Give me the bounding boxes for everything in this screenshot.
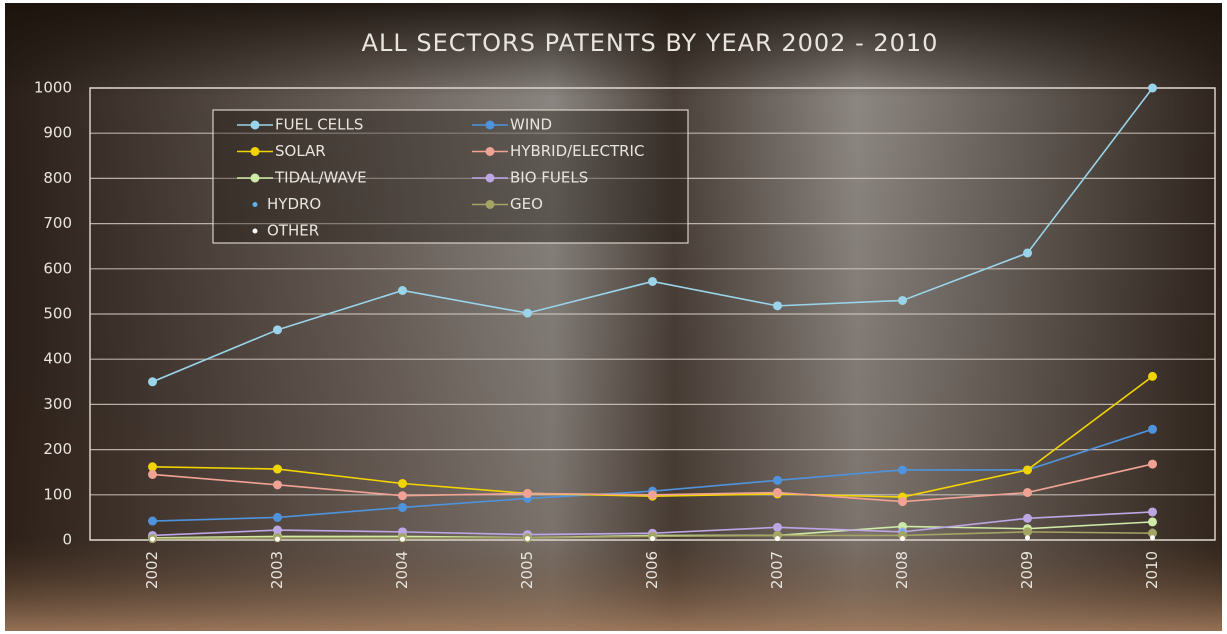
- legend-label: SOLAR: [275, 142, 326, 160]
- data-point: [273, 325, 282, 335]
- legend-marker: [485, 120, 495, 130]
- chart-title: ALL SECTORS PATENTS BY YEAR 2002 - 2010: [362, 29, 939, 57]
- y-tick-label: 500: [43, 305, 72, 323]
- legend-label: TIDAL/WAVE: [274, 169, 367, 187]
- x-tick-label: 2005: [518, 551, 536, 589]
- data-point: [1148, 83, 1157, 93]
- y-tick-label: 100: [43, 485, 72, 503]
- data-point: [273, 525, 282, 535]
- legend-label: WIND: [510, 116, 552, 134]
- y-tick-label: 900: [43, 124, 72, 142]
- data-point: [773, 301, 782, 311]
- data-point: [648, 276, 657, 286]
- data-point: [400, 536, 405, 542]
- legend-label: FUEL CELLS: [275, 116, 363, 134]
- legend-marker: [252, 202, 258, 207]
- data-point: [525, 536, 530, 542]
- data-point: [148, 377, 157, 387]
- x-tick-label: 2009: [1018, 551, 1036, 589]
- data-point: [398, 285, 407, 295]
- x-tick-label: 2004: [393, 551, 411, 589]
- data-point: [1023, 513, 1032, 523]
- legend-label: GEO: [510, 195, 543, 213]
- x-tick-label: 2006: [643, 551, 661, 589]
- data-point: [523, 488, 532, 498]
- data-point: [398, 491, 407, 501]
- y-tick-label: 0: [62, 531, 72, 549]
- x-tick-label: 2002: [143, 551, 161, 589]
- data-point: [523, 308, 532, 318]
- legend-marker: [250, 147, 260, 156]
- data-point: [773, 488, 782, 498]
- data-point: [398, 479, 407, 488]
- data-point: [1148, 371, 1157, 381]
- legend-label: OTHER: [267, 222, 319, 240]
- data-point: [898, 295, 907, 305]
- data-point: [398, 502, 407, 512]
- legend-label: HYDRO: [267, 195, 321, 213]
- legend-marker: [485, 173, 495, 183]
- data-point: [1148, 507, 1157, 517]
- data-point: [148, 516, 157, 526]
- data-point: [1148, 517, 1157, 527]
- y-tick-label: 1000: [34, 79, 72, 97]
- data-point: [1023, 465, 1032, 475]
- data-point: [648, 490, 657, 500]
- y-tick-label: 600: [43, 259, 72, 277]
- data-point: [275, 536, 280, 542]
- legend-marker: [252, 228, 258, 234]
- data-point: [1023, 488, 1032, 498]
- legend-marker: [250, 120, 260, 130]
- data-point: [1025, 535, 1030, 541]
- legend-label: HYBRID/ELECTRIC: [510, 142, 644, 160]
- y-tick-label: 200: [43, 440, 72, 458]
- data-point: [1148, 459, 1157, 469]
- legend-label: BIO FUELS: [510, 169, 588, 187]
- y-tick-label: 300: [43, 395, 72, 413]
- data-point: [150, 536, 155, 542]
- legend-marker: [485, 200, 495, 209]
- x-tick-label: 2003: [268, 551, 286, 589]
- x-tick-label: 2008: [893, 551, 911, 589]
- data-point: [273, 512, 282, 522]
- background-shade: [5, 3, 1222, 631]
- data-point: [148, 469, 157, 479]
- y-tick-label: 800: [43, 169, 72, 187]
- data-point: [273, 464, 282, 474]
- legend-box: [212, 109, 689, 244]
- data-point: [773, 522, 782, 532]
- legend-marker: [485, 147, 495, 156]
- y-tick-label: 700: [43, 214, 72, 232]
- data-point: [773, 475, 782, 485]
- data-point: [148, 462, 157, 472]
- data-point: [898, 465, 907, 475]
- data-point: [775, 536, 780, 542]
- x-tick-label: 2007: [768, 551, 786, 589]
- data-point: [1148, 528, 1157, 538]
- data-point: [1023, 248, 1032, 258]
- x-tick-label: 2010: [1143, 551, 1161, 589]
- data-point: [650, 536, 655, 542]
- legend-marker: [250, 173, 260, 183]
- data-point: [1150, 535, 1155, 541]
- data-point: [273, 480, 282, 490]
- data-point: [898, 497, 907, 507]
- y-tick-label: 400: [43, 350, 72, 368]
- data-point: [1023, 527, 1032, 537]
- data-point: [900, 536, 905, 542]
- data-point: [1148, 424, 1157, 434]
